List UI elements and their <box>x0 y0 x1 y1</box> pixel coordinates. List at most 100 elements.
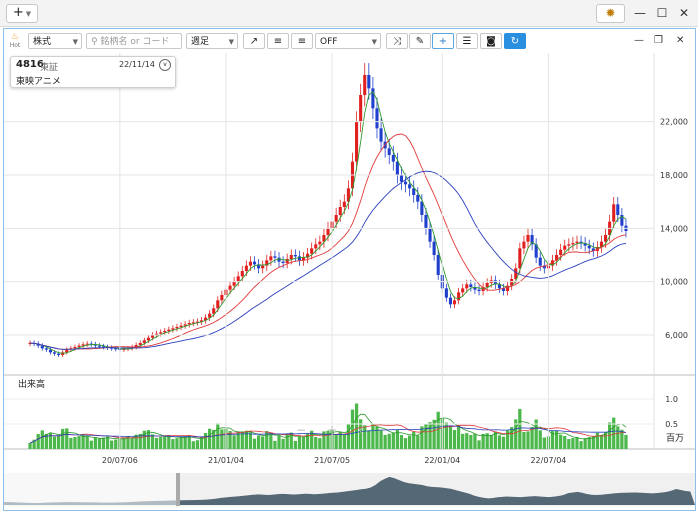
volume-bar <box>461 433 465 449</box>
volume-bar <box>293 440 297 449</box>
settings-lines-button[interactable]: ☰ <box>456 33 478 49</box>
gear-button[interactable]: ✹ <box>596 4 625 23</box>
scroll-left-icon[interactable]: ‹ <box>358 423 363 437</box>
volume-moving-average-line <box>29 425 627 444</box>
market-select[interactable]: 株式 ▼ <box>28 33 82 49</box>
candle-body <box>293 255 297 257</box>
candle-body <box>65 349 69 353</box>
restore-chart-icon[interactable]: ❐ <box>654 35 663 46</box>
volume-bar <box>408 435 412 449</box>
align-left-button[interactable]: ≡ <box>267 33 289 49</box>
candle-body <box>134 345 138 347</box>
candle-body <box>616 204 620 215</box>
screenshot-button[interactable]: ◙ <box>480 33 502 49</box>
volume-bar <box>281 438 285 449</box>
crosshair-icon: + <box>438 36 448 47</box>
volume-bar <box>273 440 277 449</box>
align-right-icon: ≡ <box>297 36 307 47</box>
indicator-select[interactable]: OFF ▼ <box>315 33 381 49</box>
navigator-area <box>4 476 695 505</box>
draw-button[interactable]: ✎ <box>409 33 431 49</box>
price-moving-average-line <box>29 133 627 350</box>
chevron-down-icon: ▼ <box>25 10 32 18</box>
volume-bar <box>297 435 302 449</box>
volume-bar <box>138 433 142 449</box>
volume-bar <box>579 441 583 449</box>
candle-body <box>77 345 81 347</box>
zoom-controls[interactable]: − + ‹ <box>296 423 363 437</box>
candle-body <box>575 241 579 243</box>
volume-bar <box>477 440 481 449</box>
volume-bar <box>518 408 522 449</box>
candle-body <box>363 75 367 95</box>
stock-code: 4816 <box>16 59 44 70</box>
close-chart-icon[interactable]: ✕ <box>676 35 685 46</box>
volume-bar <box>587 437 591 449</box>
candle-body <box>485 283 489 287</box>
chevron-down-icon: ▼ <box>228 38 234 46</box>
volume-bar <box>554 430 559 449</box>
volume-bar <box>179 437 183 449</box>
volume-bar <box>69 437 73 449</box>
volume-bar <box>236 432 240 449</box>
candle-body <box>191 322 195 324</box>
candle-body <box>171 328 175 330</box>
zoom-out-icon[interactable]: − <box>296 423 306 437</box>
trendline-button[interactable]: ↗ <box>243 33 265 49</box>
close-button[interactable]: ✕ <box>678 6 690 20</box>
chevron-down-icon[interactable]: v <box>159 59 171 71</box>
volume-bar <box>220 429 224 449</box>
volume-bar <box>310 430 314 449</box>
candle-body <box>220 295 224 301</box>
candle-body <box>261 265 265 269</box>
candle-body <box>252 261 257 265</box>
hot-logo[interactable]: ♨ Hot <box>7 33 23 51</box>
period-select[interactable]: 週足 ▼ <box>186 33 238 49</box>
exchange-label: 東証 <box>40 63 59 73</box>
minimize-chart-icon[interactable]: — <box>634 35 644 46</box>
flame-icon: ♨ <box>10 32 20 42</box>
price-tick-label: 14,000 <box>660 224 688 233</box>
volume-bar <box>612 417 616 449</box>
add-chart-button[interactable]: + ▼ <box>6 4 38 23</box>
candles <box>28 63 628 358</box>
candle-body <box>281 261 285 263</box>
align-right-button[interactable]: ≡ <box>291 33 313 49</box>
search-input[interactable]: ⚲ 銘柄名 or コード <box>86 33 182 49</box>
volume-bar <box>228 431 232 449</box>
volume-bar <box>252 438 257 449</box>
refresh-icon: ↻ <box>510 36 520 47</box>
volume-bar <box>465 433 469 449</box>
volume-bar <box>110 440 114 449</box>
candle-body <box>114 348 118 350</box>
price-chart[interactable]: 6,000 10,000 14,000 18,000 22,000 20/07/06 21… <box>4 29 695 510</box>
volume-bar <box>448 425 453 449</box>
shuffle-button[interactable]: ⤨ <box>386 33 408 49</box>
price-moving-average-line <box>29 170 627 350</box>
volume-bar <box>505 430 510 449</box>
volume-bar <box>350 409 355 449</box>
candle-body <box>334 215 338 222</box>
volume-bar <box>387 433 391 449</box>
candle-body <box>563 245 567 250</box>
candle-body <box>346 188 350 202</box>
volume-bar <box>261 436 265 449</box>
crosshair-button[interactable]: + <box>432 33 454 49</box>
volume-axis: 0.5 1.0 <box>4 395 678 429</box>
minimize-button[interactable]: — <box>634 6 646 20</box>
navigator-handle[interactable] <box>176 473 180 506</box>
volume-bar <box>416 435 420 449</box>
candle-body <box>97 345 101 347</box>
volume-bar <box>346 424 351 449</box>
maximize-button[interactable]: ☐ <box>656 6 668 20</box>
candle-body <box>416 195 420 202</box>
zoom-in-icon[interactable]: + <box>327 423 337 437</box>
volume-bar <box>497 435 502 449</box>
candle-body <box>155 333 159 335</box>
refresh-button[interactable]: ↻ <box>504 33 526 49</box>
candle-body <box>404 181 408 185</box>
volume-bar <box>391 432 395 449</box>
volume-bar <box>256 435 261 449</box>
volume-bar <box>326 430 330 449</box>
volume-bar <box>359 419 363 449</box>
